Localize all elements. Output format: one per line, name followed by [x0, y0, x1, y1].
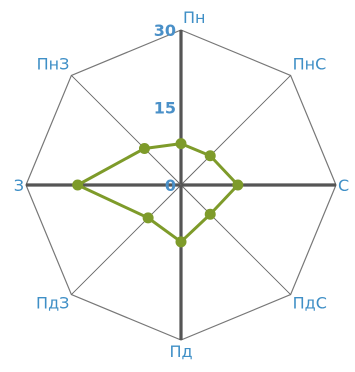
data-point-З	[72, 179, 84, 191]
data-point-ПнЗ	[138, 142, 150, 154]
axis-line-1	[180, 75, 291, 186]
radar-axes	[26, 30, 336, 340]
direction-label-5: ПдЗ	[36, 294, 69, 313]
tick-label-0: 0	[165, 176, 176, 195]
direction-label-7: ПнЗ	[37, 54, 70, 73]
direction-label-3: ПдС	[293, 294, 327, 313]
data-point-Пд	[175, 236, 187, 248]
direction-label-4: Пд	[169, 342, 192, 361]
data-point-ПдЗ	[142, 212, 154, 224]
data-point-Пн	[175, 138, 187, 150]
axis-line-7	[71, 75, 182, 186]
axis-line-3	[180, 184, 291, 295]
tick-label-1: 15	[154, 99, 176, 118]
direction-labels: Пн ПнС С ПдС Пд ПдЗ З ПнЗ	[14, 8, 349, 361]
direction-label-6: З	[14, 176, 24, 195]
radar-series	[72, 138, 244, 248]
direction-label-0: Пн	[183, 8, 206, 27]
axis-line-5	[71, 184, 182, 295]
tick-label-2: 30	[154, 21, 176, 40]
data-point-С	[232, 179, 244, 191]
direction-label-1: ПнС	[293, 54, 327, 73]
data-point-ПдС	[204, 208, 216, 220]
data-point-ПнС	[204, 150, 216, 162]
direction-label-2: С	[338, 176, 349, 195]
radial-tick-labels: 0 15 30	[154, 21, 176, 195]
